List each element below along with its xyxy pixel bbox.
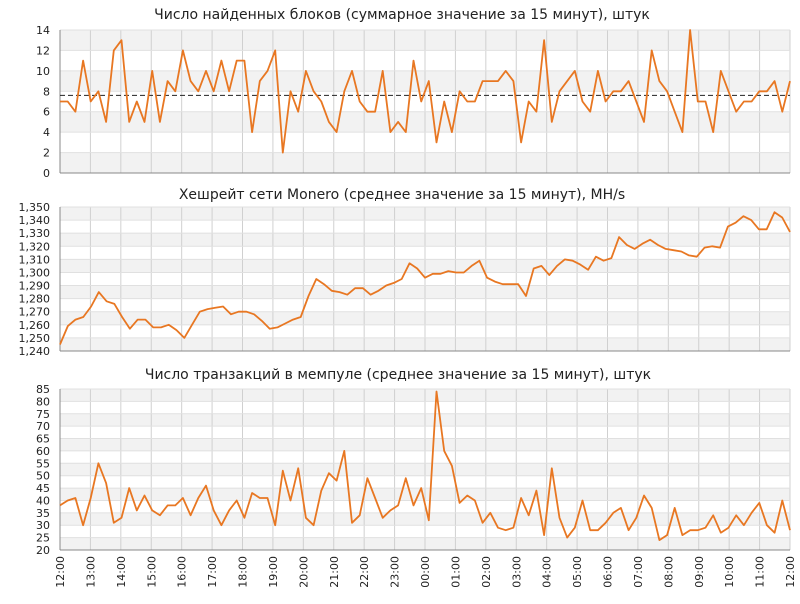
y-tick-label: 14 xyxy=(36,24,50,37)
x-tick-label: 17:00 xyxy=(206,556,219,588)
x-tick-label: 22:00 xyxy=(358,556,371,588)
x-tick-label: 21:00 xyxy=(328,556,341,588)
x-tick-label: 08:00 xyxy=(662,556,675,588)
y-tick-label: 1,290 xyxy=(19,280,51,293)
panel-hashrate: Хешрейт сети Monero (среднее значение за… xyxy=(19,187,791,358)
x-tick-label: 05:00 xyxy=(571,556,584,588)
y-tick-label: 4 xyxy=(43,126,50,139)
x-tick-label: 12:00 xyxy=(784,556,797,588)
plot-area-hashrate: 1,2401,2501,2601,2701,2801,2901,3001,310… xyxy=(19,201,791,358)
y-tick-label: 30 xyxy=(36,519,50,532)
series-line xyxy=(60,29,791,154)
series-line xyxy=(59,390,791,541)
x-tick-label: 02:00 xyxy=(480,556,493,588)
y-tick-label: 35 xyxy=(36,507,50,520)
x-tick-label: 10:00 xyxy=(723,556,736,588)
y-tick-label: 0 xyxy=(43,167,50,180)
y-tick-label: 1,270 xyxy=(19,306,51,319)
y-tick-label: 75 xyxy=(36,408,50,421)
y-tick-label: 55 xyxy=(36,457,50,470)
chart-title-mempool: Число транзакций в мемпуле (среднее знач… xyxy=(145,367,651,383)
y-tick-label: 80 xyxy=(36,395,50,408)
panel-mempool: Число транзакций в мемпуле (среднее знач… xyxy=(36,367,797,588)
y-tick-label: 1,260 xyxy=(19,319,51,332)
y-tick-label: 65 xyxy=(36,433,50,446)
y-tick-label: 8 xyxy=(43,85,50,98)
x-tick-label: 04:00 xyxy=(541,556,554,588)
x-tick-label: 15:00 xyxy=(145,556,158,588)
x-tick-label: 14:00 xyxy=(115,556,128,588)
y-tick-label: 40 xyxy=(36,494,50,507)
x-tick-label: 16:00 xyxy=(176,556,189,588)
y-tick-label: 70 xyxy=(36,420,50,433)
panel-blocks-found: Число найденных блоков (суммарное значен… xyxy=(36,7,791,180)
y-tick-label: 2 xyxy=(43,147,50,160)
x-tick-label: 20:00 xyxy=(297,556,310,588)
y-tick-label: 12 xyxy=(36,44,50,57)
plot-area-blocks: 0 2 4 6 8 10 12 14 xyxy=(36,24,791,180)
x-tick-label: 06:00 xyxy=(602,556,615,588)
x-tick-label: 09:00 xyxy=(693,556,706,588)
y-tick-label: 50 xyxy=(36,470,50,483)
y-tick-label: 1,320 xyxy=(19,240,51,253)
y-tick-label: 1,350 xyxy=(19,201,51,214)
x-tick-label: 07:00 xyxy=(632,556,645,588)
x-tick-label: 03:00 xyxy=(510,556,523,588)
y-tick-label: 85 xyxy=(36,383,50,396)
y-tick-label: 6 xyxy=(43,106,50,119)
x-tick-label: 13:00 xyxy=(84,556,97,588)
y-tick-label: 1,300 xyxy=(19,266,51,279)
series-line xyxy=(59,211,791,345)
x-tick-label: 23:00 xyxy=(389,556,402,588)
y-tick-label: 1,330 xyxy=(19,227,51,240)
x-tick-label: 00:00 xyxy=(419,556,432,588)
chart-title-hashrate: Хешрейт сети Monero (среднее значение за… xyxy=(179,187,625,203)
y-tick-label: 45 xyxy=(36,482,50,495)
x-tick-label: 12:00 xyxy=(54,556,67,588)
y-tick-label: 1,310 xyxy=(19,253,51,266)
y-tick-label: 1,240 xyxy=(19,345,51,358)
y-tick-label: 25 xyxy=(36,532,50,545)
x-tick-label: 19:00 xyxy=(267,556,280,588)
x-tick-label: 01:00 xyxy=(449,556,462,588)
y-tick-label: 1,250 xyxy=(19,332,51,345)
y-tick-label: 20 xyxy=(36,544,50,557)
x-tick-label: 11:00 xyxy=(754,556,767,588)
y-tick-label: 60 xyxy=(36,445,50,458)
chart-title-blocks: Число найденных блоков (суммарное значен… xyxy=(154,7,650,23)
y-tick-label: 10 xyxy=(36,65,50,78)
x-tick-label: 18:00 xyxy=(237,556,250,588)
y-tick-label: 1,280 xyxy=(19,293,51,306)
y-tick-label: 1,340 xyxy=(19,214,51,227)
